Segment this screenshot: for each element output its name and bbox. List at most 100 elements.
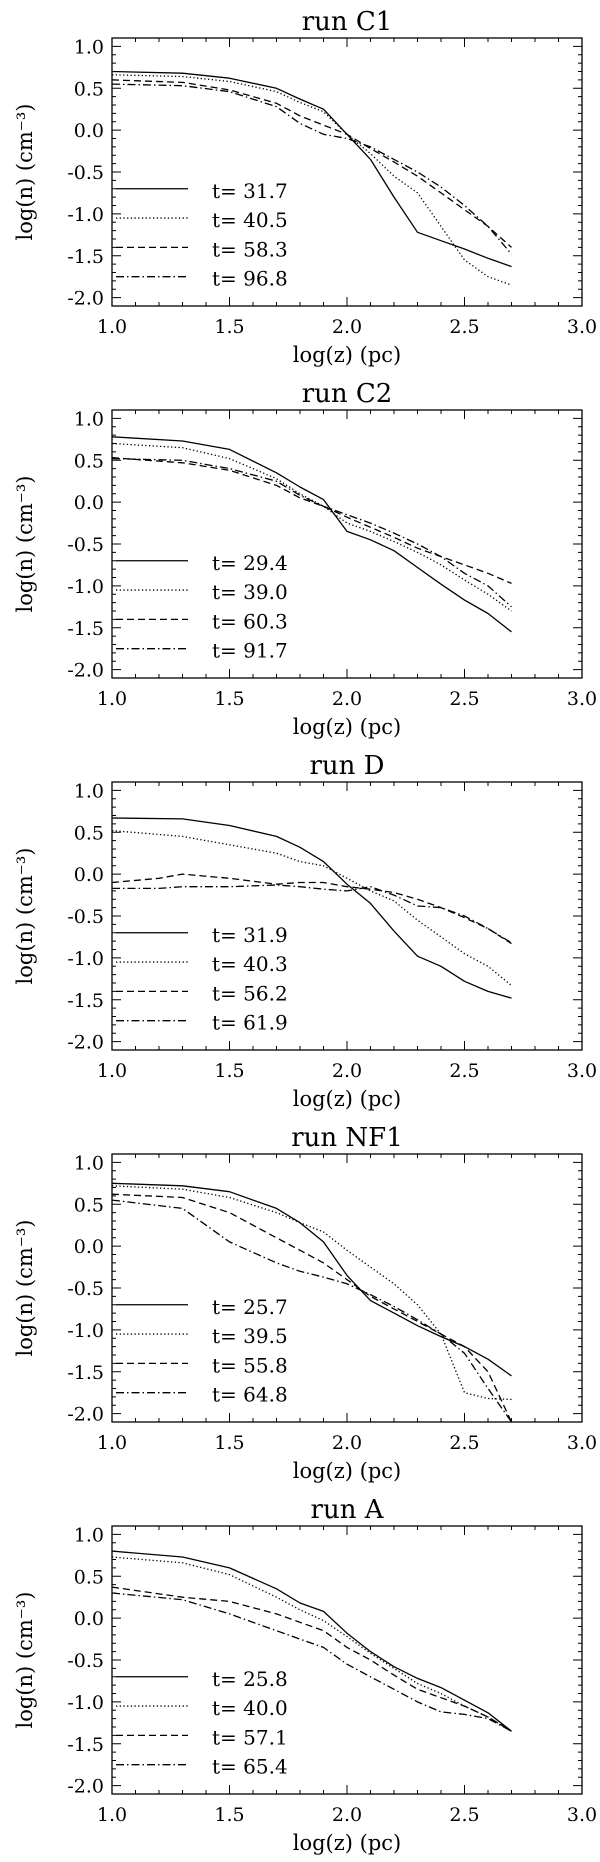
- legend-label: t= 29.4: [212, 551, 288, 575]
- x-axis-label: log(z) (pc): [293, 343, 402, 367]
- legend-label: t= 25.7: [212, 1295, 288, 1319]
- series-line-dashdot: [112, 884, 512, 944]
- y-axis-label: log(n) (cm⁻³): [13, 104, 37, 241]
- legend-label: t= 31.9: [212, 923, 288, 947]
- x-tick-label: 1.5: [214, 688, 244, 710]
- series-line-dotted: [111, 829, 512, 987]
- series-line-dotted: [111, 442, 512, 612]
- y-tick-label: 0.5: [74, 450, 104, 472]
- x-tick-label: 1.0: [97, 1432, 127, 1454]
- legend-label: t= 91.7: [212, 639, 288, 663]
- chart-panel-3: run D 1.0 1.5 2.0 2.5 3.0 1.0 0.5 0.0 -0.5 -1.0 -1.…: [13, 751, 597, 1111]
- series-line-dashed: [111, 1193, 513, 1423]
- chart-title: run NF1: [291, 1123, 403, 1153]
- x-tick-label: 2.5: [449, 688, 479, 710]
- legend-label: t= 40.5: [212, 208, 288, 232]
- x-tick-label: 1.0: [97, 1804, 127, 1826]
- y-tick-label: 0.0: [74, 1608, 104, 1630]
- x-tick-label: 1.0: [97, 1060, 127, 1082]
- x-tick-label: 2.0: [332, 688, 362, 710]
- y-tick-label: -1.0: [67, 1692, 104, 1714]
- y-tick-label: 1.0: [74, 780, 104, 802]
- series-line-dashdot: [111, 1199, 513, 1423]
- x-axis-label: log(z) (pc): [293, 1087, 402, 1111]
- y-tick-label: -2.0: [67, 660, 104, 682]
- y-tick-label: -0.5: [67, 1278, 104, 1300]
- chart-title: run C2: [302, 379, 393, 409]
- y-tick-label: 1.0: [74, 408, 104, 430]
- legend-label: t= 55.8: [212, 1353, 288, 1377]
- legend-label: t= 25.8: [212, 1667, 288, 1691]
- y-axis-label: log(n) (cm⁻³): [13, 1592, 37, 1729]
- plot-frame: [111, 37, 583, 307]
- legend-label: t= 60.3: [212, 609, 288, 633]
- x-tick-label: 2.0: [332, 1432, 362, 1454]
- y-tick-label: -0.5: [67, 906, 104, 928]
- legend-label: t= 58.3: [212, 237, 288, 261]
- chart-title: run D: [309, 751, 384, 781]
- plot-frame: [111, 409, 583, 679]
- y-tick-label: -2.0: [67, 1032, 104, 1054]
- y-tick-label: -1.0: [67, 204, 104, 226]
- y-tick-label: 0.0: [74, 864, 104, 886]
- plot-frame: [111, 1525, 583, 1795]
- y-tick-label: -1.5: [67, 1734, 104, 1756]
- y-tick-label: 1.0: [74, 1152, 104, 1174]
- x-tick-label: 1.0: [97, 316, 127, 338]
- series-line-dashdot: [111, 83, 512, 255]
- y-tick-label: 0.0: [74, 492, 104, 514]
- x-tick-label: 1.5: [214, 1060, 244, 1082]
- x-tick-label: 1.5: [214, 316, 244, 338]
- y-tick-label: -2.0: [67, 1776, 104, 1798]
- y-tick-label: -1.5: [67, 1362, 104, 1384]
- x-tick-label: 2.0: [332, 1804, 362, 1826]
- x-axis-label: log(z) (pc): [293, 1831, 402, 1855]
- y-tick-label: -0.5: [67, 162, 104, 184]
- x-tick-label: 2.5: [449, 316, 479, 338]
- x-tick-label: 1.5: [214, 1804, 244, 1826]
- chart-panel-4: run NF1 1.0 1.5 2.0 2.5 3.0 1.0 0.5 0.0 -0.5 -1.0 -…: [13, 1123, 597, 1483]
- legend-label: t= 40.0: [212, 1696, 288, 1720]
- x-axis-label: log(z) (pc): [293, 715, 402, 739]
- x-tick-label: 3.0: [567, 1804, 597, 1826]
- x-tick-label: 3.0: [567, 1060, 597, 1082]
- series-line-dashed: [111, 873, 512, 945]
- chart-title: run A: [311, 1495, 385, 1525]
- x-tick-label: 2.5: [449, 1060, 479, 1082]
- y-tick-label: 1.0: [74, 1524, 104, 1546]
- legend-label: t= 65.4: [212, 1755, 288, 1779]
- y-tick-label: -1.0: [67, 1320, 104, 1342]
- legend-label: t= 39.0: [212, 580, 288, 604]
- y-tick-label: -1.5: [67, 246, 104, 268]
- y-tick-label: -1.5: [67, 990, 104, 1012]
- legend-label: t= 64.8: [212, 1383, 288, 1407]
- legend-label: t= 96.8: [212, 267, 288, 291]
- series-line-dotted: [111, 74, 512, 286]
- x-tick-label: 3.0: [567, 688, 597, 710]
- plot-frame: [111, 781, 583, 1051]
- legend-label: t= 57.1: [212, 1725, 288, 1749]
- x-tick-label: 2.0: [332, 1060, 362, 1082]
- chart-panel-2: run C2 1.0 1.5 2.0 2.5 3.0 1.0 0.5 0.0 -0.5 -1.0 -1…: [13, 379, 597, 739]
- x-tick-label: 3.0: [567, 1432, 597, 1454]
- y-tick-label: 0.5: [74, 822, 104, 844]
- y-axis-label: log(n) (cm⁻³): [13, 476, 37, 613]
- y-tick-label: -0.5: [67, 534, 104, 556]
- chart-title: run C1: [302, 7, 393, 37]
- x-tick-label: 1.0: [97, 688, 127, 710]
- y-tick-label: 0.0: [74, 120, 104, 142]
- y-axis-label: log(n) (cm⁻³): [13, 1220, 37, 1357]
- legend-label: t= 39.5: [212, 1324, 288, 1348]
- series-line-dotted: [111, 1556, 512, 1732]
- series-line-solid: [111, 817, 512, 999]
- y-tick-label: -1.0: [67, 576, 104, 598]
- series-line-dashdot: [111, 457, 512, 608]
- series-line-solid: [111, 70, 512, 268]
- x-tick-label: 2.5: [449, 1804, 479, 1826]
- y-tick-label: -2.0: [67, 288, 104, 310]
- series-line-dotted: [111, 1185, 512, 1401]
- y-tick-label: 0.5: [74, 78, 104, 100]
- legend-label: t= 61.9: [212, 1011, 288, 1035]
- x-tick-label: 3.0: [567, 316, 597, 338]
- y-tick-label: -1.5: [67, 618, 104, 640]
